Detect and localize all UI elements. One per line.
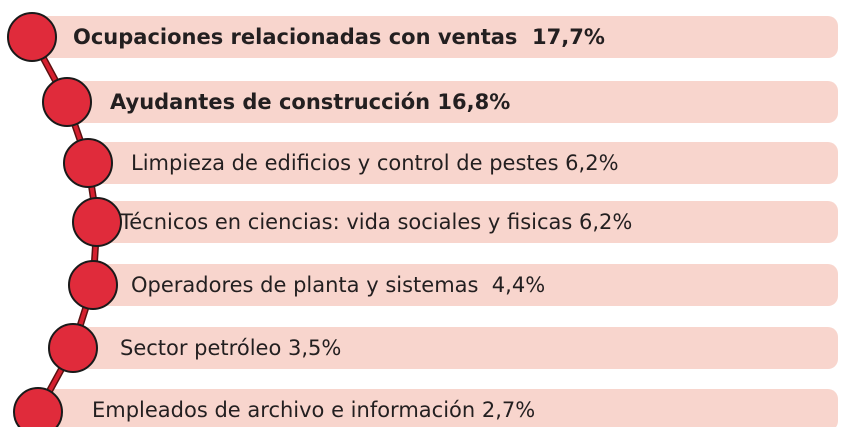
item-bar xyxy=(60,81,838,123)
item-label: Ayudantes de construcción 16,8% xyxy=(110,90,510,114)
dot xyxy=(72,197,122,247)
bars xyxy=(30,16,838,427)
item-label: Técnicos en ciencias: vida sociales y fi… xyxy=(119,210,632,234)
dot xyxy=(63,138,113,188)
item-label: Operadores de planta y sistemas 4,4% xyxy=(131,273,545,297)
item-bar xyxy=(65,327,838,369)
item-bar xyxy=(85,264,838,306)
dot xyxy=(68,260,118,310)
item-bar xyxy=(80,142,838,184)
dot xyxy=(13,387,63,427)
dot xyxy=(48,323,98,373)
dot xyxy=(42,77,92,127)
item-label: Ocupaciones relacionadas con ventas 17,7… xyxy=(73,25,605,49)
item-bar xyxy=(30,389,838,427)
item-label: Empleados de archivo e información 2,7% xyxy=(92,398,535,422)
dots xyxy=(7,12,122,427)
item-label: Limpieza de edificios y control de peste… xyxy=(131,151,619,175)
item-label: Sector petróleo 3,5% xyxy=(120,336,341,360)
item-bar xyxy=(30,16,838,58)
item-bar xyxy=(90,201,838,243)
dot xyxy=(7,12,57,62)
